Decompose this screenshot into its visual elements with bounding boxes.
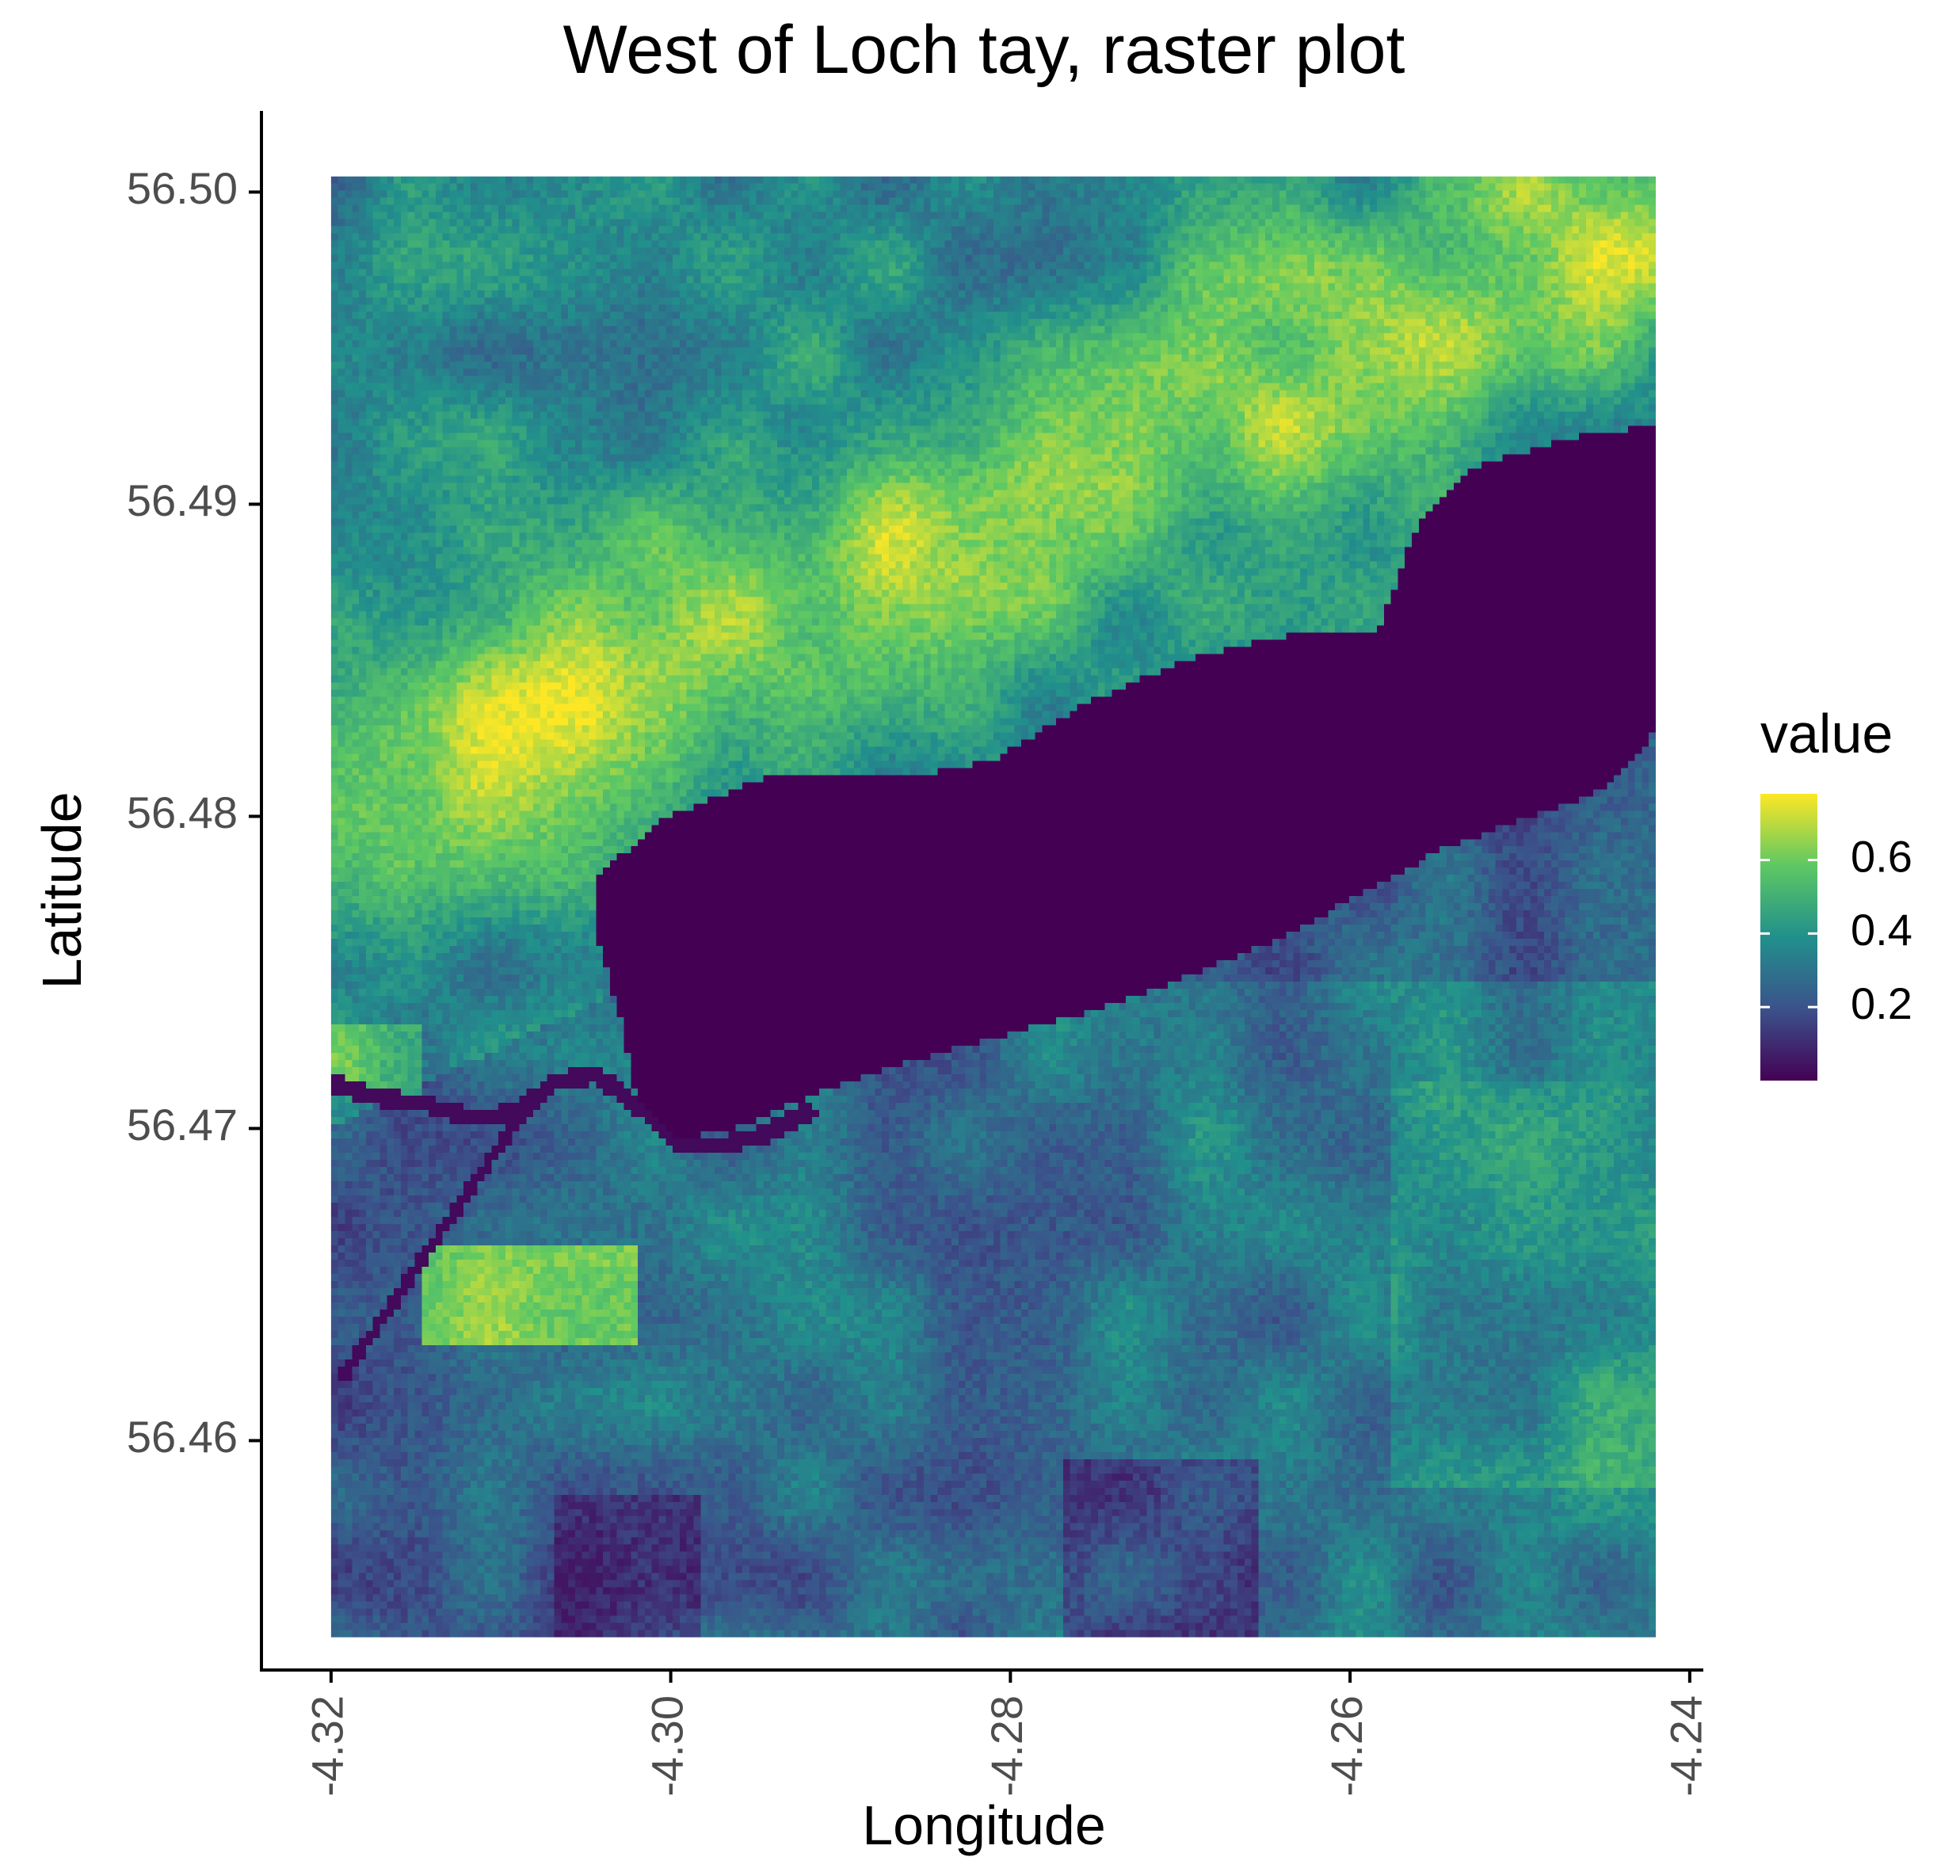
x-axis-ticks: -4.32 -4.30 -4.28 -4.26 -4.24	[303, 1670, 1711, 1797]
y-tick-label: 56.49	[127, 475, 238, 525]
y-axis-ticks: 56.46 56.47 56.48 56.49 56.50	[127, 163, 261, 1462]
legend-tick-label: 0.6	[1851, 831, 1912, 881]
y-axis-title: Latitude	[31, 791, 93, 989]
x-tick-label: -4.24	[1661, 1695, 1711, 1797]
legend-title: value	[1760, 703, 1893, 765]
x-axis-title: Longitude	[862, 1794, 1106, 1856]
legend-colorbar	[1760, 794, 1817, 1081]
y-tick-label: 56.46	[127, 1412, 238, 1462]
x-tick-label: -4.30	[642, 1695, 692, 1797]
y-tick-label: 56.48	[127, 787, 238, 837]
raster-image	[330, 176, 1656, 1638]
x-tick-label: -4.26	[1321, 1695, 1371, 1797]
y-tick-label: 56.50	[127, 163, 238, 213]
x-tick-label: -4.32	[303, 1695, 353, 1797]
x-tick-label: -4.28	[982, 1695, 1031, 1797]
legend: value 0.2 0.4 0.6	[1760, 703, 1912, 1081]
chart-title: West of Loch tay, raster plot	[563, 12, 1405, 88]
legend-tick-label: 0.4	[1851, 905, 1912, 955]
raster-layer	[330, 176, 1656, 1638]
legend-ticks: 0.2 0.4 0.6	[1760, 831, 1912, 1028]
legend-tick-label: 0.2	[1851, 978, 1912, 1028]
y-tick-label: 56.47	[127, 1100, 238, 1150]
